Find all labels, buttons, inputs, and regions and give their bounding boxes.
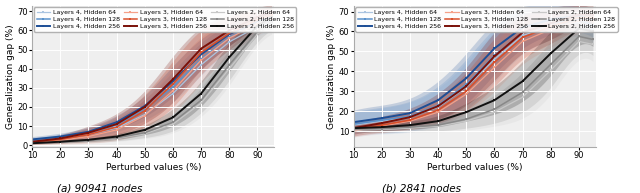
X-axis label: Perturbed values (%): Perturbed values (%) (427, 163, 522, 172)
Y-axis label: Generalization gap (%): Generalization gap (%) (327, 24, 336, 129)
X-axis label: Perturbed values (%): Perturbed values (%) (106, 163, 201, 172)
Text: (b) 2841 nodes: (b) 2841 nodes (381, 183, 461, 193)
Y-axis label: Generalization gap (%): Generalization gap (%) (6, 24, 15, 129)
Legend: Layers 4, Hidden 64, Layers 4, Hidden 128, Layers 4, Hidden 256, Layers 3, Hidde: Layers 4, Hidden 64, Layers 4, Hidden 12… (355, 8, 618, 32)
Legend: Layers 4, Hidden 64, Layers 4, Hidden 128, Layers 4, Hidden 256, Layers 3, Hidde: Layers 4, Hidden 64, Layers 4, Hidden 12… (34, 8, 296, 32)
Text: (a) 90941 nodes: (a) 90941 nodes (56, 183, 142, 193)
